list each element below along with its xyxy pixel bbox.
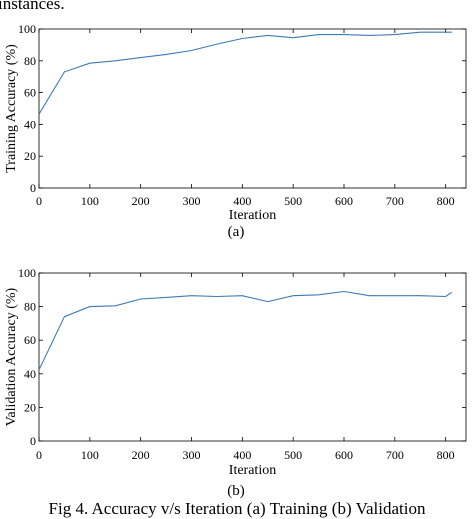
chart-a-plot-frame [38,28,467,189]
chart-b-y-tick-label: 60 [24,333,36,347]
chart-a-x-axis-label: Iteration [229,208,276,223]
chart-b-x-axis-label: Iteration [229,463,276,478]
chart-b-x-tick-label: 200 [132,448,150,462]
chart-a-x-tick-label: 200 [132,194,150,208]
figure-caption: Fig 4. Accuracy v/s Iteration (a) Traini… [48,499,426,518]
chart-a-y-tick-label: 80 [24,54,36,68]
chart-b-y-tick-label: 20 [24,400,36,414]
chart-a-y-tick-label: 0 [30,181,36,195]
chart-a-x-tick-label: 500 [284,194,302,208]
chart-b-plot-frame [38,272,467,442]
chart-a-series-line [39,31,452,114]
chart-b-y-tick-label: 80 [24,300,36,314]
chart-a-x-tick-label: 700 [386,194,404,208]
chart-a-y-axis-label: Training Accuracy (%) [4,44,19,173]
top-text: instances. [0,0,65,13]
chart-b-y-tick-label: 0 [30,434,36,448]
chart-a-x-tick-label: 100 [81,194,99,208]
chart-b-x-tick-label: 500 [284,448,302,462]
chart-a-x-tick-label: 0 [36,194,42,208]
chart-b-y-tick-label: 40 [24,367,36,381]
chart-b-sublabel: (b) [227,483,245,499]
chart-b-y-axis-label: Validation Accuracy (%) [4,287,19,426]
chart-a-y-tick-label: 40 [24,117,36,131]
chart-b-series-line [39,290,453,370]
chart-a-x-tick-label: 800 [437,194,455,208]
chart-b-x-tick-label: 400 [233,448,251,462]
chart-b-x-tick-label: 0 [36,448,42,462]
chart-a-y-tick-label: 100 [18,22,36,36]
chart-a-y-tick-label: 20 [24,149,36,163]
chart-a-x-tick-label: 600 [335,194,353,208]
chart-b-x-tick-label: 800 [437,448,455,462]
chart-a-x-tick-label: 300 [183,194,201,208]
chart-b-x-tick-label: 700 [386,448,404,462]
chart-b-x-tick-label: 100 [81,448,99,462]
chart-b-x-tick-label: 300 [183,448,201,462]
chart-b-y-tick-label: 100 [18,266,36,280]
chart-b-x-tick-label: 600 [335,448,353,462]
chart-a-y-tick-label: 60 [24,86,36,100]
chart-a-sublabel: (a) [228,224,245,240]
chart-a-x-tick-label: 400 [233,194,251,208]
